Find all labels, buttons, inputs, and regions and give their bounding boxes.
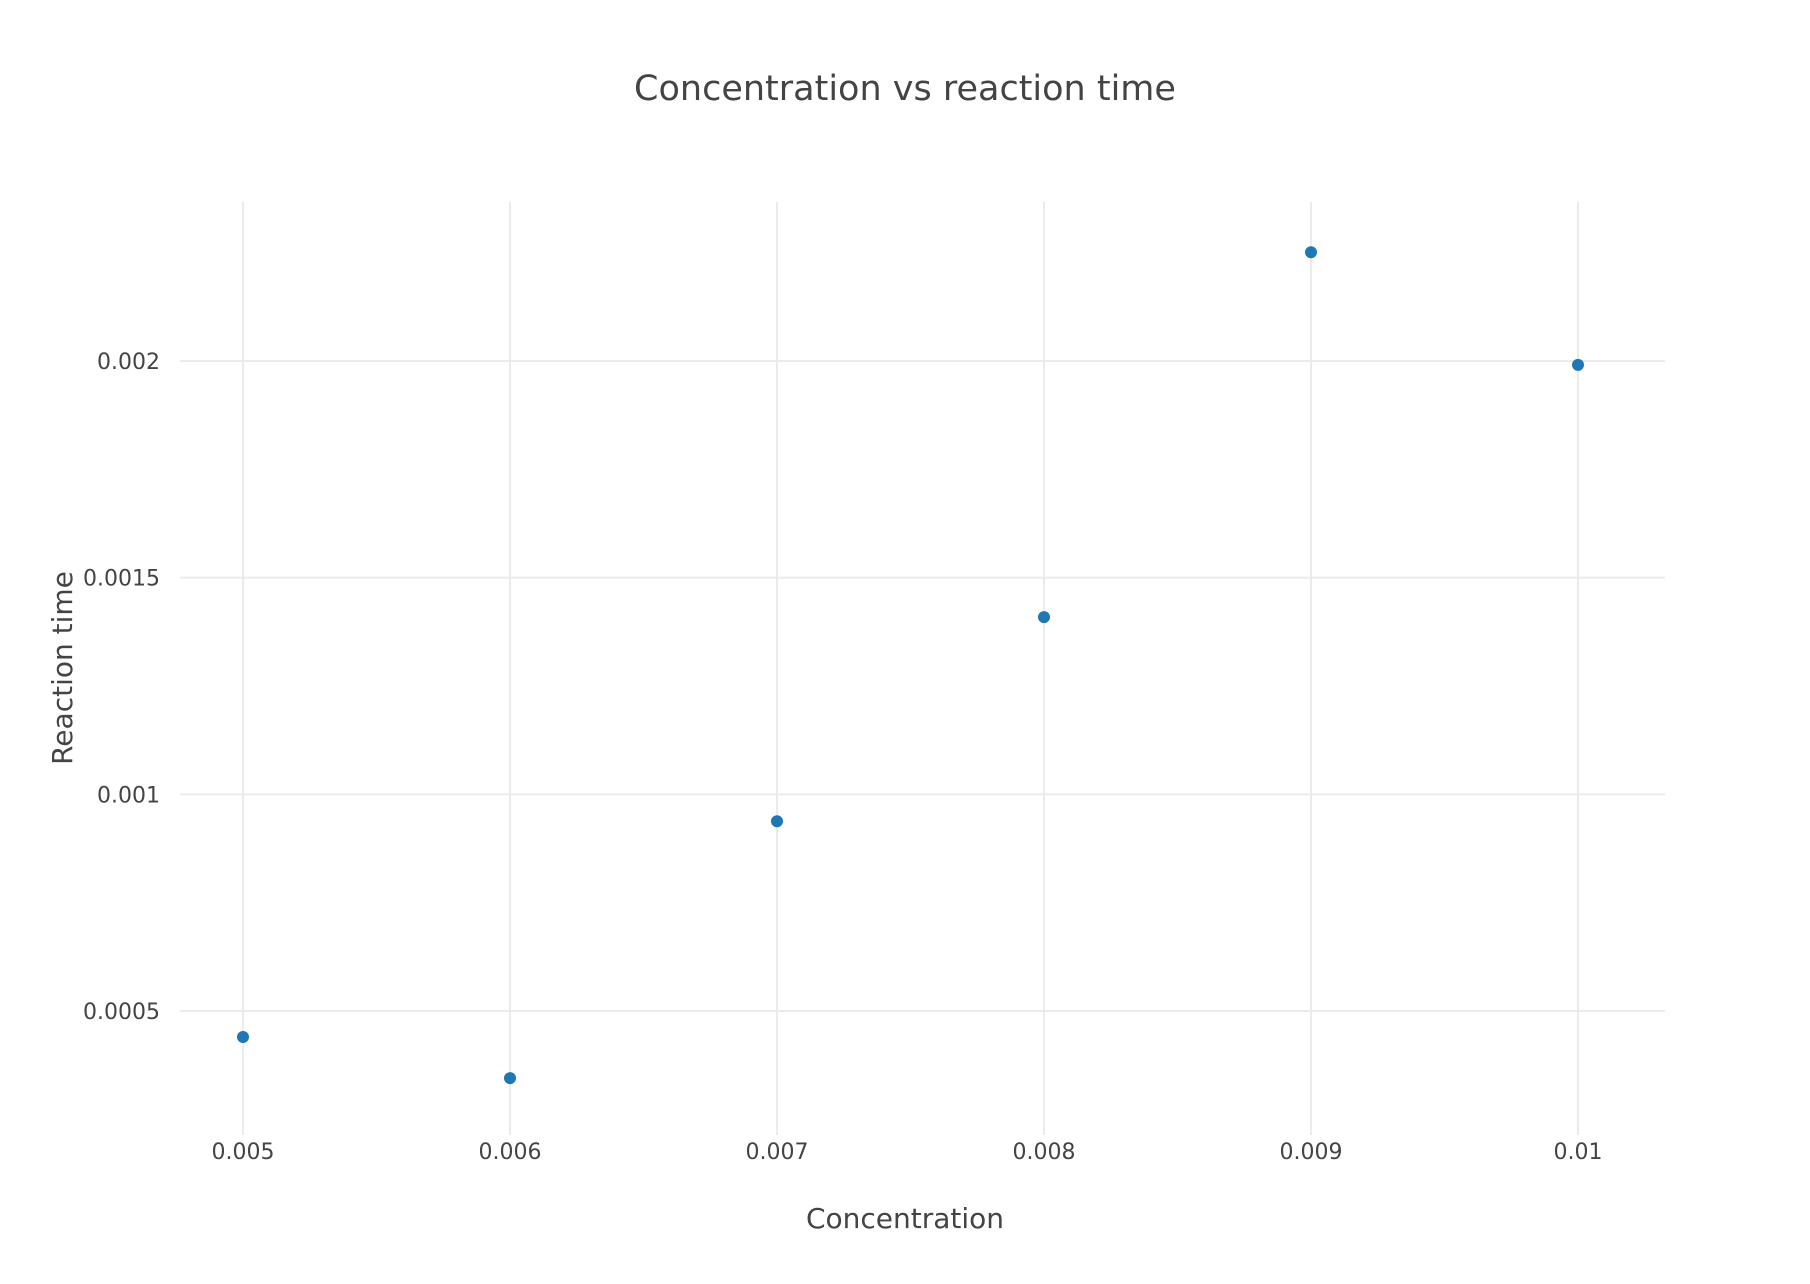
data-point[interactable] xyxy=(237,1031,249,1043)
x-tick-label: 0.005 xyxy=(212,1140,275,1165)
data-point[interactable] xyxy=(1038,611,1050,624)
data-point[interactable] xyxy=(771,815,783,828)
data-points xyxy=(237,246,1584,1085)
x-tick-label: 0.009 xyxy=(1280,1140,1343,1165)
y-axis-title: Reaction time xyxy=(46,571,79,765)
y-tick-labels: 0.0005 0.001 0.0015 0.002 xyxy=(83,350,160,1025)
y-tick-label: 0.002 xyxy=(97,350,160,375)
data-point[interactable] xyxy=(504,1072,516,1085)
x-tick-label: 0.008 xyxy=(1013,1140,1076,1165)
x-tick-label: 0.006 xyxy=(479,1140,542,1165)
x-tick-label: 0.01 xyxy=(1554,1140,1603,1165)
chart-title: Concentration vs reaction time xyxy=(634,69,1176,109)
x-tick-label: 0.007 xyxy=(746,1140,809,1165)
y-tick-label: 0.001 xyxy=(97,783,160,808)
x-tick-labels: 0.005 0.006 0.007 0.008 0.009 0.01 xyxy=(212,1140,1603,1165)
y-tick-label: 0.0005 xyxy=(83,1000,160,1025)
data-point[interactable] xyxy=(1305,246,1317,259)
x-axis-title: Concentration xyxy=(806,1202,1004,1235)
x-gridlines xyxy=(242,202,1579,1135)
data-point[interactable] xyxy=(1572,358,1584,371)
y-tick-label: 0.0015 xyxy=(83,567,160,592)
y-gridlines xyxy=(180,360,1665,1012)
